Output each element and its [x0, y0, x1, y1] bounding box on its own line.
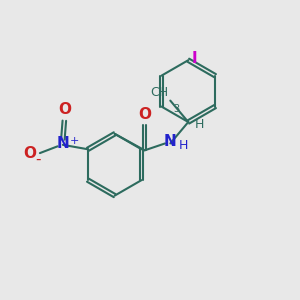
Text: +: + — [69, 136, 79, 146]
Text: O: O — [23, 146, 36, 160]
Text: O: O — [138, 107, 151, 122]
Text: N: N — [164, 134, 177, 149]
Text: 3: 3 — [174, 103, 180, 113]
Text: CH: CH — [151, 86, 169, 99]
Text: H: H — [178, 139, 188, 152]
Text: H: H — [195, 118, 204, 131]
Text: N: N — [56, 136, 69, 151]
Text: -: - — [36, 152, 41, 167]
Text: I: I — [192, 51, 197, 66]
Text: O: O — [58, 102, 71, 117]
